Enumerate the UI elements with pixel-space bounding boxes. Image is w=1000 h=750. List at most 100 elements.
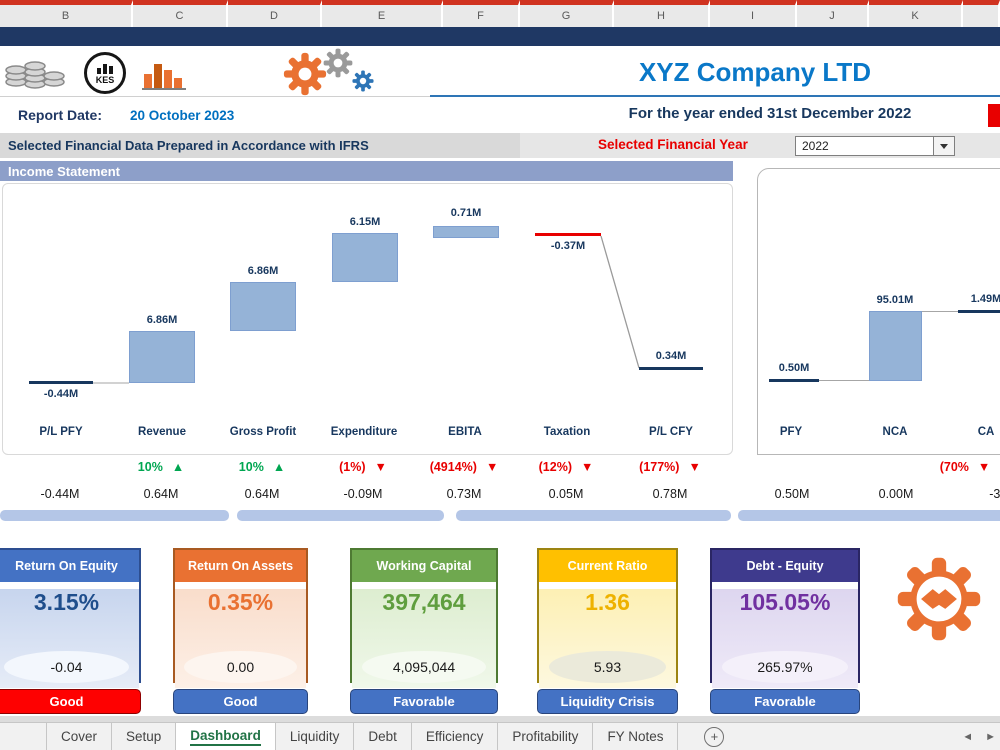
metric-value: 0.78M — [652, 487, 688, 501]
report-date-value: 20 October 2023 — [130, 108, 235, 123]
tab-profitability[interactable]: Profitability — [498, 723, 594, 750]
column-header[interactable]: H — [614, 0, 710, 27]
tab-efficiency[interactable]: Efficiency — [412, 723, 499, 750]
column-header[interactable]: K — [869, 0, 963, 27]
group-bar — [456, 510, 731, 521]
category-label: Revenue — [138, 426, 186, 438]
tab-fy-notes[interactable]: FY Notes — [593, 723, 679, 750]
metric-value: 0.05M — [548, 487, 584, 501]
category-label: Gross Profit — [229, 426, 297, 438]
kes-logo-text: KES — [95, 74, 115, 85]
category-label: P/L PFY — [39, 426, 83, 438]
kpi-card-current-ratio: Current Ratio 1.36 5.93 — [537, 548, 678, 688]
kpi-card-return-on-equity: Return On Equity 3.15% -0.04 — [0, 548, 141, 688]
down-arrow-icon: ▼ — [688, 460, 701, 474]
financial-year-label: Selected Financial Year — [598, 137, 748, 152]
column-header[interactable]: D — [228, 0, 322, 27]
header-divider — [0, 96, 430, 97]
variance-delta: 10% ▲ — [137, 460, 185, 474]
dropdown-arrow-icon[interactable] — [933, 137, 954, 155]
tab-setup[interactable]: Setup — [112, 723, 177, 750]
horizontal-scrollbar[interactable] — [0, 716, 1000, 722]
waterfall-bar — [869, 311, 922, 381]
down-arrow-icon: ▼ — [374, 460, 387, 474]
category-label: NCA — [882, 426, 908, 438]
kes-logo-bars-icon — [97, 63, 113, 74]
status-button-roe[interactable]: Good — [0, 689, 141, 714]
kpi-card-secondary: 0.00 — [226, 659, 255, 675]
variance-delta: (177%) ▼ — [639, 460, 701, 474]
status-button-current-ratio[interactable]: Liquidity Crisis — [537, 689, 678, 714]
ifrs-banner-text: Selected Financial Data Prepared in Acco… — [8, 138, 369, 153]
kpi-card-secondary: 4,095,044 — [392, 659, 456, 675]
category-label: Expenditure — [330, 426, 398, 438]
bar-value-label: 1.49M — [970, 293, 1000, 305]
status-button-working-capital[interactable]: Favorable — [350, 689, 498, 714]
column-header[interactable]: I — [710, 0, 797, 27]
column-header[interactable]: C — [133, 0, 228, 27]
down-arrow-icon: ▼ — [977, 460, 991, 474]
kpi-card-title: Working Capital — [352, 550, 496, 582]
financial-year-dropdown[interactable]: 2022 — [795, 136, 955, 156]
coins-icon — [5, 61, 65, 89]
status-button-debt-equity[interactable]: Favorable — [710, 689, 860, 714]
kpi-card-title: Return On Assets — [175, 550, 306, 582]
tab-scroll-left-icon[interactable]: ◄ — [962, 731, 974, 743]
tab-scroll-right-icon[interactable]: ► — [985, 731, 996, 743]
income-statement-title: Income Statement — [8, 163, 120, 179]
waterfall-connectors — [93, 235, 640, 384]
up-arrow-icon: ▲ — [272, 460, 286, 474]
sheet-tab-bar: Cover Setup Dashboard Liquidity Debt Eff… — [0, 722, 1000, 750]
kpi-card-value: 105.05% — [739, 589, 831, 615]
kpi-card-value: 3.15% — [33, 589, 100, 615]
waterfall-connector — [922, 311, 958, 312]
down-arrow-icon: ▼ — [580, 460, 594, 474]
waterfall-bar — [639, 367, 703, 370]
waterfall-bar — [29, 381, 93, 384]
category-label: P/L CFY — [649, 426, 693, 438]
column-header[interactable]: F — [443, 0, 520, 27]
metric-value: -0.09M — [343, 487, 383, 501]
gear-icon — [323, 48, 353, 78]
red-marker-shape — [988, 104, 1000, 127]
ifrs-banner: Selected Financial Data Prepared in Acco… — [0, 133, 520, 158]
category-label: Taxation — [543, 426, 591, 438]
tab-liquidity[interactable]: Liquidity — [276, 723, 355, 750]
group-bar — [0, 510, 229, 521]
metric-value: 0.50M — [774, 487, 810, 501]
kpi-card-return-on-assets: Return On Assets 0.35% 0.00 — [173, 548, 308, 688]
column-header[interactable]: E — [322, 0, 443, 27]
category-label: EBITA — [448, 426, 482, 438]
group-bar — [237, 510, 444, 521]
waterfall-connector — [819, 380, 869, 381]
kpi-card-title: Return On Equity — [0, 550, 139, 582]
metric-value: -3.4 — [989, 487, 1000, 501]
group-bar — [738, 510, 1000, 521]
bar-value-label: 6.86M — [247, 265, 279, 277]
column-header[interactable] — [963, 0, 1000, 27]
metric-value: 0.00M — [878, 487, 914, 501]
bar-value-label: 0.34M — [655, 350, 687, 362]
tab-cover[interactable]: Cover — [47, 723, 113, 750]
column-header[interactable]: J — [797, 0, 869, 27]
add-sheet-icon[interactable]: + — [704, 726, 725, 747]
category-label: PFY — [779, 426, 803, 438]
kpi-card-secondary: 265.97% — [757, 659, 813, 675]
category-label: CA — [977, 426, 995, 438]
tab-bar-spacer — [0, 723, 47, 750]
income-statement-header: Income Statement — [0, 161, 733, 181]
bar-value-label: 6.15M — [349, 216, 381, 228]
variance-delta: (12%) ▼ — [538, 460, 594, 474]
bar-value-label: -0.44M — [43, 388, 79, 400]
financial-year-value: 2022 — [802, 139, 829, 153]
waterfall-bar — [433, 226, 499, 238]
variance-delta: (1%) ▼ — [339, 460, 387, 474]
metric-value: 0.64M — [244, 487, 280, 501]
tab-debt[interactable]: Debt — [354, 723, 412, 750]
bar-chart-icon — [142, 64, 186, 90]
column-header[interactable]: B — [0, 0, 133, 27]
tab-dashboard[interactable]: Dashboard — [176, 723, 276, 750]
status-button-roa[interactable]: Good — [173, 689, 308, 714]
income-statement-waterfall-chart: -0.44M 6.86M 6.86M 6.15M 0.71M -0.37M 0.… — [2, 183, 733, 455]
column-header[interactable]: G — [520, 0, 614, 27]
